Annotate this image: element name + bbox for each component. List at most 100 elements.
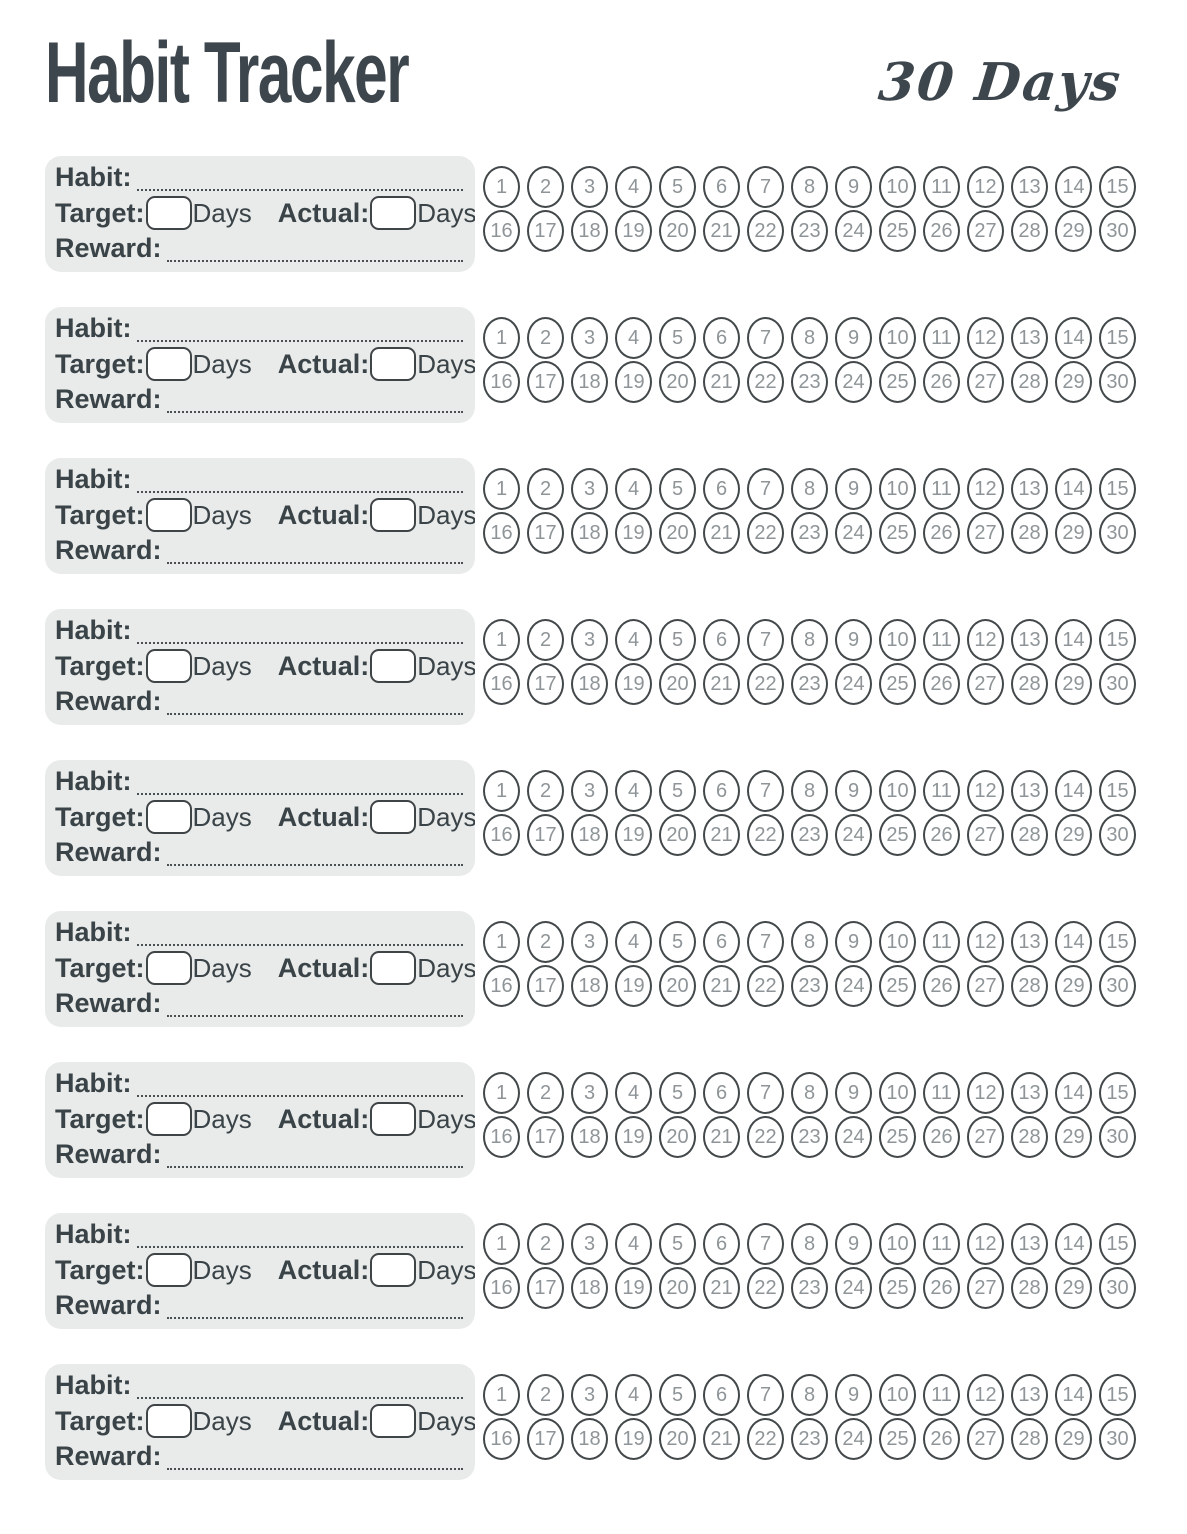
day-circle[interactable]: 24 [835, 814, 872, 856]
day-circle[interactable]: 27 [967, 965, 1004, 1007]
day-circle[interactable]: 5 [659, 619, 696, 661]
day-circle[interactable]: 3 [571, 1072, 608, 1114]
day-circle[interactable]: 24 [835, 1116, 872, 1158]
day-circle[interactable]: 2 [527, 1374, 564, 1416]
day-circle[interactable]: 9 [835, 317, 872, 359]
day-circle[interactable]: 25 [879, 965, 916, 1007]
day-circle[interactable]: 15 [1099, 1374, 1136, 1416]
day-circle[interactable]: 29 [1055, 663, 1092, 705]
day-circle[interactable]: 7 [747, 619, 784, 661]
day-circle[interactable]: 24 [835, 512, 872, 554]
day-circle[interactable]: 24 [835, 1418, 872, 1460]
day-circle[interactable]: 21 [703, 1267, 740, 1309]
day-circle[interactable]: 12 [967, 921, 1004, 963]
day-circle[interactable]: 10 [879, 619, 916, 661]
day-circle[interactable]: 4 [615, 619, 652, 661]
day-circle[interactable]: 28 [1011, 814, 1048, 856]
day-circle[interactable]: 2 [527, 619, 564, 661]
actual-days-box[interactable] [370, 498, 417, 532]
day-circle[interactable]: 5 [659, 1374, 696, 1416]
day-circle[interactable]: 8 [791, 1374, 828, 1416]
day-circle[interactable]: 4 [615, 921, 652, 963]
day-circle[interactable]: 23 [791, 965, 828, 1007]
day-circle[interactable]: 11 [923, 468, 960, 510]
day-circle[interactable]: 11 [923, 921, 960, 963]
day-circle[interactable]: 18 [571, 210, 608, 252]
day-circle[interactable]: 15 [1099, 317, 1136, 359]
day-circle[interactable]: 8 [791, 921, 828, 963]
day-circle[interactable]: 23 [791, 210, 828, 252]
day-circle[interactable]: 25 [879, 1116, 916, 1158]
day-circle[interactable]: 2 [527, 1072, 564, 1114]
day-circle[interactable]: 13 [1011, 166, 1048, 208]
day-circle[interactable]: 5 [659, 770, 696, 812]
day-circle[interactable]: 1 [483, 1374, 520, 1416]
day-circle[interactable]: 20 [659, 1267, 696, 1309]
day-circle[interactable]: 13 [1011, 619, 1048, 661]
day-circle[interactable]: 21 [703, 965, 740, 1007]
target-days-box[interactable] [145, 1404, 192, 1438]
day-circle[interactable]: 21 [703, 1418, 740, 1460]
day-circle[interactable]: 6 [703, 1072, 740, 1114]
reward-input-line[interactable] [166, 840, 463, 866]
day-circle[interactable]: 6 [703, 770, 740, 812]
day-circle[interactable]: 7 [747, 1072, 784, 1114]
day-circle[interactable]: 14 [1055, 619, 1092, 661]
day-circle[interactable]: 16 [483, 663, 520, 705]
day-circle[interactable]: 27 [967, 1267, 1004, 1309]
day-circle[interactable]: 26 [923, 663, 960, 705]
day-circle[interactable]: 15 [1099, 468, 1136, 510]
day-circle[interactable]: 7 [747, 770, 784, 812]
actual-days-box[interactable] [370, 951, 417, 985]
day-circle[interactable]: 1 [483, 921, 520, 963]
day-circle[interactable]: 14 [1055, 166, 1092, 208]
day-circle[interactable]: 26 [923, 1116, 960, 1158]
habit-input-line[interactable] [136, 618, 463, 644]
day-circle[interactable]: 12 [967, 1223, 1004, 1265]
day-circle[interactable]: 2 [527, 1223, 564, 1265]
day-circle[interactable]: 23 [791, 663, 828, 705]
day-circle[interactable]: 17 [527, 210, 564, 252]
target-days-box[interactable] [145, 347, 192, 381]
day-circle[interactable]: 3 [571, 619, 608, 661]
day-circle[interactable]: 18 [571, 814, 608, 856]
day-circle[interactable]: 25 [879, 512, 916, 554]
day-circle[interactable]: 9 [835, 1374, 872, 1416]
day-circle[interactable]: 5 [659, 1072, 696, 1114]
day-circle[interactable]: 2 [527, 166, 564, 208]
day-circle[interactable]: 3 [571, 317, 608, 359]
reward-input-line[interactable] [166, 538, 463, 564]
day-circle[interactable]: 10 [879, 1223, 916, 1265]
day-circle[interactable]: 6 [703, 1374, 740, 1416]
actual-days-box[interactable] [370, 800, 417, 834]
day-circle[interactable]: 13 [1011, 921, 1048, 963]
day-circle[interactable]: 9 [835, 468, 872, 510]
day-circle[interactable]: 29 [1055, 965, 1092, 1007]
day-circle[interactable]: 15 [1099, 770, 1136, 812]
day-circle[interactable]: 23 [791, 1116, 828, 1158]
day-circle[interactable]: 4 [615, 1072, 652, 1114]
day-circle[interactable]: 1 [483, 1072, 520, 1114]
day-circle[interactable]: 28 [1011, 1116, 1048, 1158]
day-circle[interactable]: 16 [483, 512, 520, 554]
day-circle[interactable]: 12 [967, 317, 1004, 359]
day-circle[interactable]: 27 [967, 663, 1004, 705]
day-circle[interactable]: 19 [615, 210, 652, 252]
day-circle[interactable]: 21 [703, 210, 740, 252]
target-days-box[interactable] [145, 498, 192, 532]
reward-input-line[interactable] [166, 1293, 463, 1319]
day-circle[interactable]: 4 [615, 1223, 652, 1265]
day-circle[interactable]: 19 [615, 512, 652, 554]
day-circle[interactable]: 12 [967, 1374, 1004, 1416]
day-circle[interactable]: 18 [571, 1116, 608, 1158]
day-circle[interactable]: 6 [703, 619, 740, 661]
day-circle[interactable]: 15 [1099, 1223, 1136, 1265]
day-circle[interactable]: 18 [571, 512, 608, 554]
day-circle[interactable]: 28 [1011, 210, 1048, 252]
day-circle[interactable]: 18 [571, 965, 608, 1007]
day-circle[interactable]: 29 [1055, 512, 1092, 554]
day-circle[interactable]: 20 [659, 361, 696, 403]
day-circle[interactable]: 20 [659, 814, 696, 856]
day-circle[interactable]: 9 [835, 1223, 872, 1265]
day-circle[interactable]: 23 [791, 1267, 828, 1309]
